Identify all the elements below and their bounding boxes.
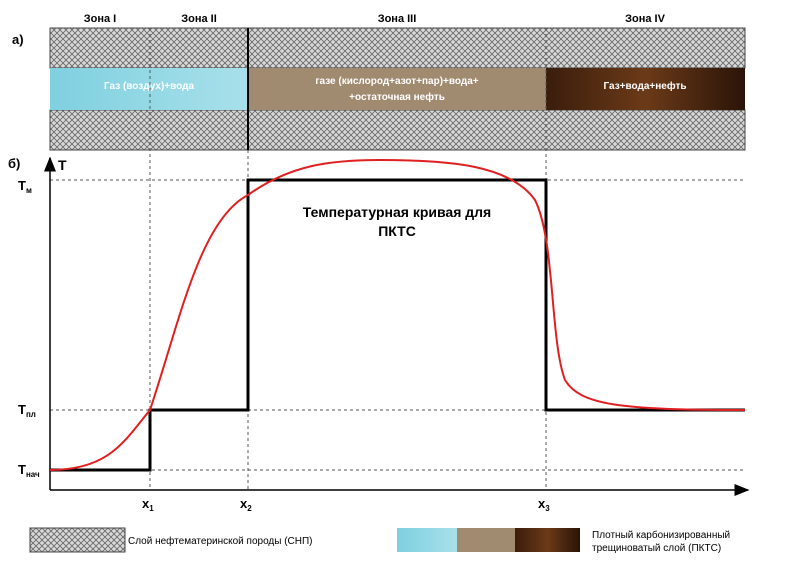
layer-text: +остаточная нефть xyxy=(349,91,445,103)
layer-text: газе (кислород+азот+пар)+вода+ xyxy=(315,76,478,87)
annotation: ПКТС xyxy=(378,223,416,239)
legend-swatch xyxy=(397,528,457,552)
legend-text: Слой нефтематеринской породы (СНП) xyxy=(128,535,313,547)
legend-swatch xyxy=(29,527,126,553)
step-profile xyxy=(50,178,745,472)
level-label: Tм xyxy=(18,178,32,195)
x-mark-label: x3 xyxy=(538,496,550,513)
rock-layer xyxy=(49,27,746,69)
zone-label: Зона IV xyxy=(625,13,665,25)
panel-label: б) xyxy=(8,156,20,171)
level-label: Tнач xyxy=(18,462,40,479)
x-mark-label: x1 xyxy=(142,496,154,513)
axis-label: T xyxy=(58,157,67,173)
layer-text: Газ+вода+нефть xyxy=(603,80,686,92)
zone-label: Зона II xyxy=(181,13,217,25)
legend-text: Плотный карбонизированный xyxy=(592,529,730,541)
panel-label: а) xyxy=(12,32,24,47)
legend-text: трещиноватый слой (ПКТС) xyxy=(592,543,721,554)
annotation: Температурная кривая для xyxy=(303,204,491,220)
level-labels: Tм Tпл Tнач xyxy=(18,178,40,479)
layer-mixed xyxy=(248,68,546,110)
level-label: Tпл xyxy=(18,402,36,419)
layer-text: Газ (воздух)+вода xyxy=(104,81,194,92)
legend-swatch xyxy=(515,528,580,552)
rock-layer xyxy=(49,109,746,151)
x-mark-labels: x1 x2 x3 xyxy=(142,496,550,513)
x-mark-label: x2 xyxy=(240,496,252,513)
layer-water xyxy=(50,68,248,110)
zone-label: Зона I xyxy=(84,13,116,25)
legend-swatch xyxy=(457,528,515,552)
zone-label: Зона III xyxy=(378,13,417,25)
temperature-curve xyxy=(49,158,746,471)
layer-oil xyxy=(546,68,745,110)
zone-labels: Зона I Зона II Зона III Зона IV xyxy=(84,13,666,25)
